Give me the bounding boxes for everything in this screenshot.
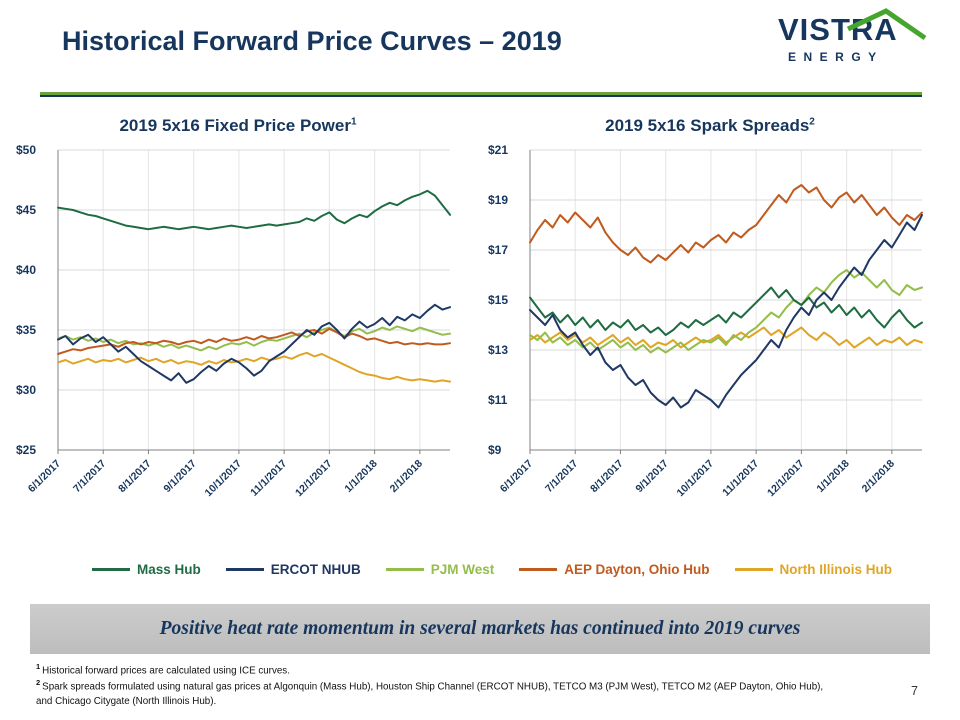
y-tick-label: $35 [16,323,36,337]
legend-label: AEP Dayton, Ohio Hub [564,562,710,577]
series-line-pjm-west [529,269,923,354]
x-tick-label: 2/1/2018 [860,458,897,495]
footnote-1: 1 Historical forward prices are calculate… [36,662,836,678]
chart-title-spark-spreads: 2019 5x16 Spark Spreads2 [480,110,940,140]
footnote-2-text: Spark spreads formulated using natural g… [36,681,824,707]
x-tick-label: 10/1/2017 [203,458,245,500]
x-tick-label: 8/1/2017 [588,458,625,495]
x-tick-label: 12/1/2017 [765,458,807,500]
legend-line-swatch [225,568,264,571]
chart-svg: 6/1/2017 7/1/2017 8/1/2017 9/1/2017 10/1/201… [488,143,923,500]
x-tick-label: 6/1/2017 [498,458,535,495]
legend-label: PJM West [430,562,495,577]
chart-svg: 6/1/2017 7/1/2017 8/1/2017 9/1/2017 10/1/201… [16,143,451,500]
legend-item: AEP Dayton, Ohio Hub [519,562,710,577]
legend-line-swatch [92,568,130,571]
y-tick-label: $13 [488,343,508,357]
footnote-2: 2 Spark spreads formulated using natural … [36,678,836,709]
x-tick-label: 1/1/2018 [814,458,851,495]
x-tick-label: 1/1/2018 [342,458,379,495]
legend-item: North Illinois Hub [734,562,893,577]
x-tick-label: 12/1/2017 [293,458,335,500]
series-line-ercot-nhub [529,214,923,409]
legend-item: ERCOT NHUB [225,562,361,577]
chart-legend: Mass Hub ERCOT NHUB PJM West AEP Dayton, Oh… [92,562,892,577]
y-tick-label: $9 [488,443,502,457]
y-tick-label: $50 [16,143,36,157]
x-tick-label: 7/1/2017 [543,458,580,495]
chart-title-text: 2019 5x16 Fixed Price Power [119,116,351,135]
title-divider [40,92,922,97]
x-tick-label: 9/1/2017 [161,458,198,495]
key-message-text: Positive heat rate momentum in several m… [159,618,801,639]
y-tick-label: $17 [488,243,508,257]
series-line-aep-dayton-ohio-hub [529,184,923,264]
page-title: Historical Forward Price Curves – 2019 [62,26,562,56]
x-tick-label: 2/1/2018 [388,458,425,495]
logo-swoosh-icon [846,8,927,41]
footnotes: 1 Historical forward prices are calculate… [36,662,836,709]
y-tick-label: $21 [488,143,508,157]
spark-spreads-chart: 6/1/2017 7/1/2017 8/1/2017 9/1/2017 10/1/201… [480,140,940,530]
y-tick-label: $40 [16,263,36,277]
legend-line-swatch [385,568,424,571]
chart-title-superscript: 2 [809,116,815,128]
series-line-mass-hub [57,189,451,231]
chart-title-superscript: 1 [350,116,357,128]
y-tick-label: $25 [16,443,36,457]
legend-line-swatch [519,568,558,571]
key-message-banner: Positive heat rate momentum in several m… [30,604,930,654]
legend-item: Mass Hub [92,562,201,577]
series-line-aep-dayton-ohio-hub [57,327,451,355]
logo-brand-text: VISTRA [778,12,898,47]
spark-spreads-block: 2019 5x16 Spark Spreads2 6/1/2017 7/1/201… [480,110,940,530]
series-line-ercot-nhub [57,303,451,384]
series-line-north-illinois-hub [57,351,451,383]
logo-sub-text: ENERGY [788,50,884,64]
footnote-1-text: Historical forward prices are calculated… [42,665,290,677]
series-line-pjm-west [57,325,451,352]
legend-line-swatch [734,568,773,571]
x-tick-label: 10/1/2017 [675,458,717,500]
chart-title-fixed-price-power: 2019 5x16 Fixed Price Power1 [8,110,468,140]
x-tick-label: 7/1/2017 [71,458,108,495]
chart-title-text: 2019 5x16 Spark Spreads [605,116,810,135]
page-number: 7 [911,684,918,698]
x-tick-label: 6/1/2017 [26,458,63,495]
series-line-mass-hub [529,286,923,336]
y-tick-label: $30 [16,383,36,397]
vistra-logo: VISTRA ENERGY [778,8,927,64]
fixed-price-power-block: 2019 5x16 Fixed Price Power1 6/1/2017 7/1… [8,110,468,530]
series-line-north-illinois-hub [529,326,923,349]
x-tick-label: 11/1/2017 [720,458,761,499]
legend-label: North Illinois Hub [779,562,893,577]
x-tick-label: 8/1/2017 [116,458,153,495]
footnote-2-marker: 2 [36,678,41,688]
y-tick-label: $11 [488,393,508,407]
charts-area: 2019 5x16 Fixed Price Power1 6/1/2017 7/1… [8,110,940,530]
legend-label: ERCOT NHUB [270,562,361,577]
y-tick-label: $19 [488,193,508,207]
footnote-1-marker: 1 [36,662,41,671]
y-tick-label: $45 [16,203,36,217]
legend-item: PJM West [385,562,495,577]
x-tick-label: 11/1/2017 [248,458,289,499]
x-tick-label: 9/1/2017 [633,458,670,495]
fixed-price-power-chart: 6/1/2017 7/1/2017 8/1/2017 9/1/2017 10/1/201… [8,140,468,530]
legend-label: Mass Hub [137,562,201,577]
y-tick-label: $15 [488,293,508,307]
